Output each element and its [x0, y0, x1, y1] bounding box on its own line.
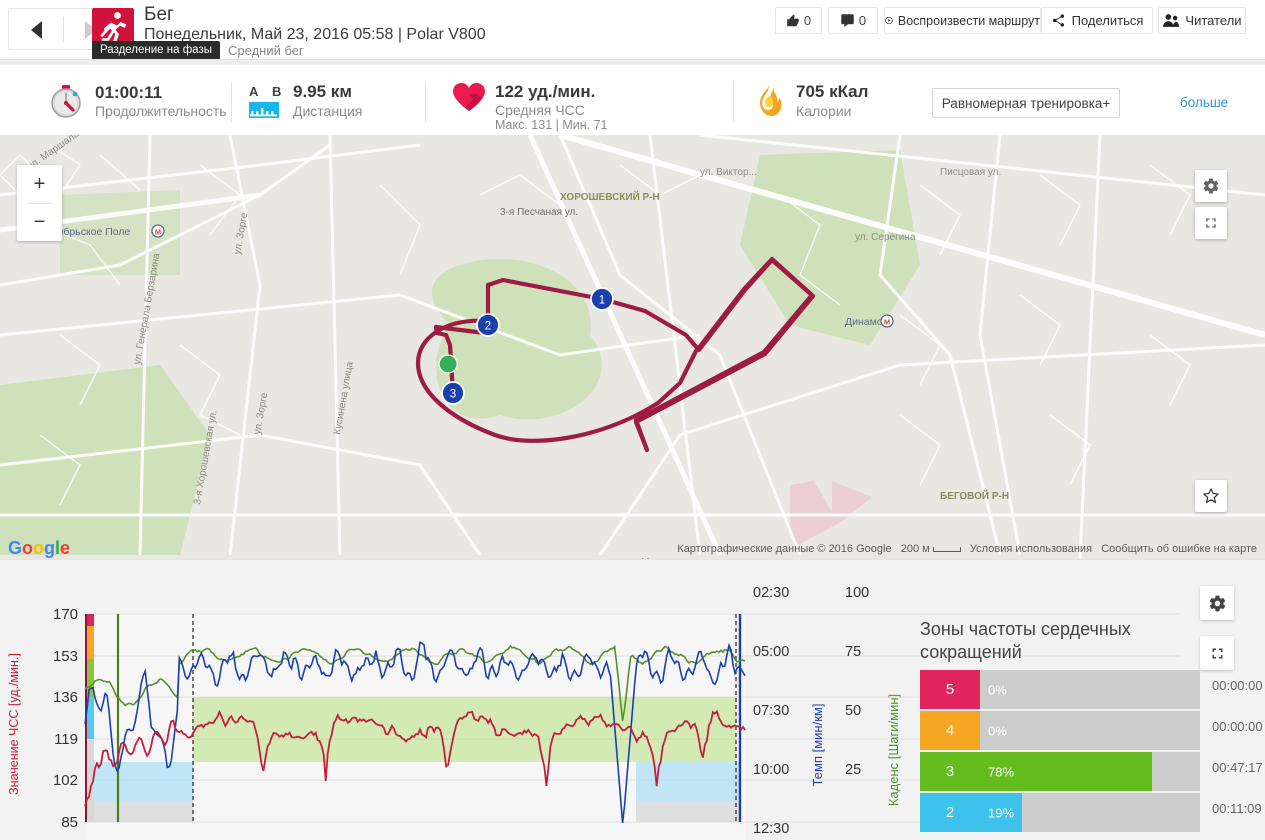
svg-text:10:00: 10:00	[753, 762, 789, 778]
svg-text:05:00: 05:00	[753, 644, 789, 660]
svg-text:ул. Серегина: ул. Серегина	[855, 232, 916, 243]
svg-text:Писцовая ул.: Писцовая ул.	[940, 167, 1001, 178]
svg-text:12:30: 12:30	[753, 821, 789, 837]
svg-text:M: M	[884, 318, 890, 327]
svg-text:M: M	[155, 228, 161, 237]
svg-text:119: 119	[54, 731, 78, 748]
svg-text:07:30: 07:30	[753, 703, 789, 719]
svg-text:ул. Виктор...: ул. Виктор...	[700, 167, 757, 178]
svg-text:Каденс [Шаги/мин]: Каденс [Шаги/мин]	[886, 694, 901, 806]
svg-text:170: 170	[53, 606, 78, 623]
svg-text:102: 102	[53, 772, 78, 789]
svg-text:БЕГОВОЙ Р-Н: БЕГОВОЙ Р-Н	[940, 489, 1009, 502]
svg-text:100: 100	[845, 585, 869, 601]
svg-text:2: 2	[485, 321, 491, 333]
svg-text:1: 1	[599, 295, 605, 307]
svg-text:3: 3	[450, 389, 456, 401]
svg-text:85: 85	[61, 814, 78, 831]
svg-text:50: 50	[845, 703, 861, 719]
svg-text:02:30: 02:30	[753, 585, 789, 601]
svg-text:ХОРОШЕВСКИЙ Р-Н: ХОРОШЕВСКИЙ Р-Н	[560, 190, 660, 203]
svg-text:3-я Песчаная ул.: 3-я Песчаная ул.	[500, 207, 578, 218]
svg-text:25: 25	[845, 762, 861, 778]
svg-text:136: 136	[53, 689, 78, 706]
svg-text:75: 75	[845, 644, 861, 660]
svg-text:Темп [мин/км]: Темп [мин/км]	[810, 704, 825, 787]
svg-text:Динамо: Динамо	[845, 316, 883, 328]
svg-text:153: 153	[53, 648, 78, 665]
svg-text:Значение ЧСС [уд./мин.]: Значение ЧСС [уд./мин.]	[7, 653, 21, 795]
